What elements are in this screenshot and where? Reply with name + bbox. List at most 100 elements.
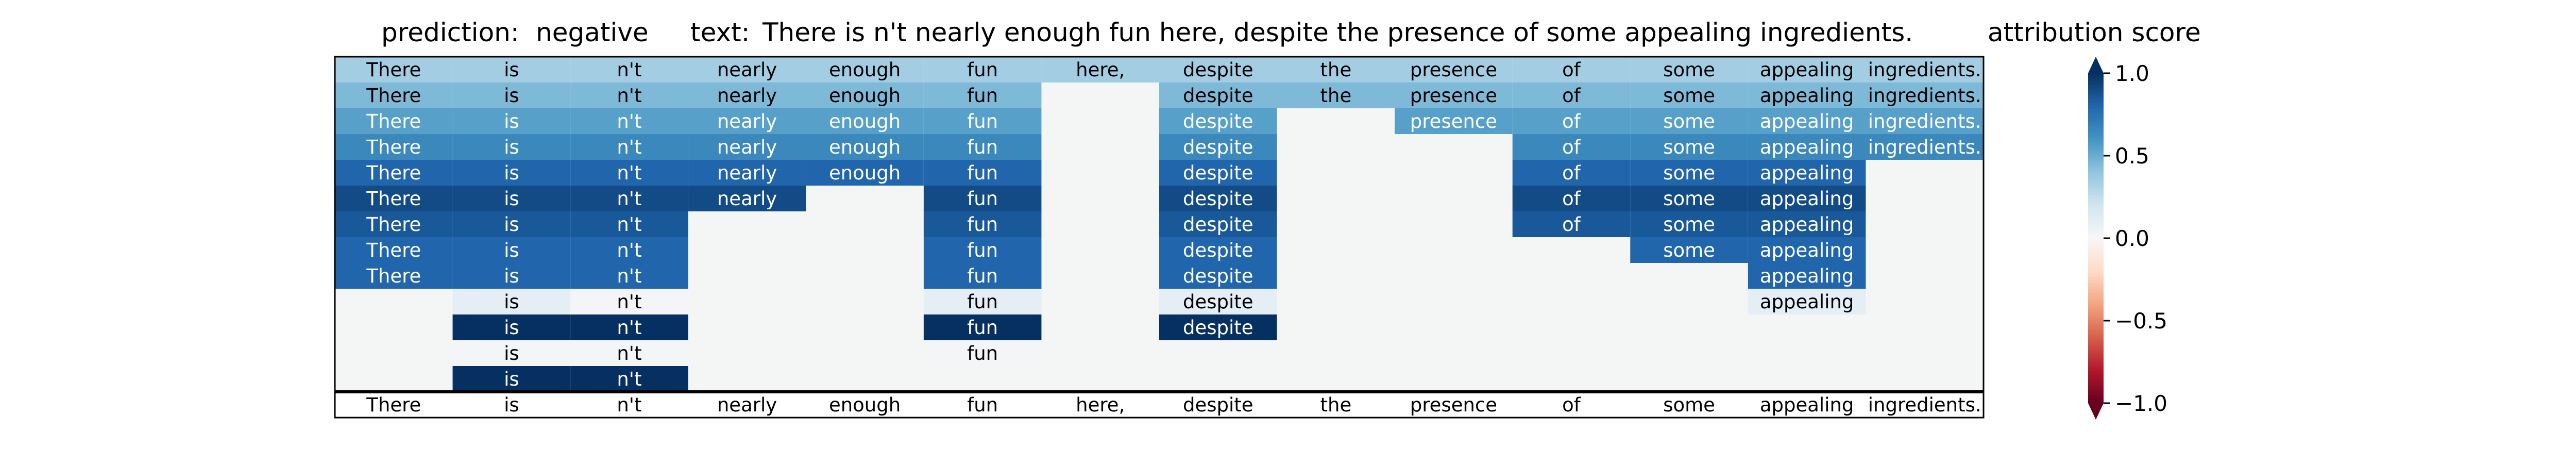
heatmap-cell-token: n't [617,188,641,210]
heatmap-cell-token: ingredients. [1868,85,1981,107]
heatmap-cell [806,108,924,134]
heatmap-cell-token: fun [967,110,998,132]
heatmap-cell-token: fun [967,59,998,81]
heatmap-cell-token: despite [1183,162,1253,184]
prediction-label: prediction: [381,18,519,47]
heatmap-cell-token: enough [829,110,901,132]
heatmap-cell [1159,237,1277,263]
heatmap-cell [452,314,571,340]
heatmap-cell [923,160,1042,186]
heatmap-cell [452,134,571,160]
heatmap-cell-token: There [366,59,421,81]
footer-token: nearly [717,394,777,416]
heatmap-cell-token: There [366,213,421,236]
heatmap-cell-token: n't [617,239,641,261]
heatmap-cell [1159,160,1277,186]
heatmap-cell [1630,211,1748,237]
heatmap-cell-token: fun [967,239,998,261]
heatmap-cell [1159,108,1277,134]
heatmap-cell-token: of [1562,85,1581,107]
heatmap-cell [923,211,1042,237]
heatmap-cell [1866,57,1984,82]
footer-token: some [1663,394,1715,416]
heatmap-cell-token: is [504,85,519,107]
heatmap-cell-token: n't [617,291,641,313]
heatmap-cell-token: is [504,213,519,236]
footer-token: There [366,394,421,416]
heatmap-cell [923,237,1042,263]
footer-token: here, [1076,394,1125,416]
heatmap-cell [806,57,924,82]
footer-token: despite [1183,394,1253,416]
footer-token: presence [1410,394,1497,416]
heatmap-cell-token: some [1663,85,1715,107]
heatmap-cell-token: some [1663,239,1715,261]
heatmap-cell-token: nearly [717,188,777,210]
colorbar-tick-label: 0.5 [2115,143,2149,169]
text-value: There is n't nearly enough fun here, des… [762,18,1913,47]
heatmap-cell-token: of [1562,213,1581,236]
heatmap-cell-token: is [504,342,519,364]
heatmap-cell-token: appealing [1760,136,1854,158]
heatmap-cell [570,366,688,392]
heatmap-cell [452,211,571,237]
heatmap-cell-token: appealing [1760,162,1854,184]
heatmap-cell-token: nearly [717,110,777,132]
heatmap-cell-token: n't [617,162,641,184]
colorbar-gradient [2088,73,2104,403]
heatmap-cell-token: is [504,265,519,287]
heatmap-cell-token: presence [1410,110,1497,132]
heatmap-cell-token: some [1663,110,1715,132]
heatmap-cell-token: fun [967,136,998,158]
heatmap-cell-token: appealing [1760,188,1854,210]
heatmap-cell-token: of [1562,188,1581,210]
heatmap-cell-token: ingredients. [1868,110,1981,132]
heatmap-cell [570,57,688,82]
heatmap-cell-token: n't [617,265,641,287]
heatmap-cell [1748,57,1866,82]
footer-token: appealing [1760,394,1854,416]
heatmap-cell-token: is [504,136,519,158]
heatmap-cell [335,160,453,186]
heatmap-cell-token: the [1320,85,1351,107]
heatmap-cell-token: nearly [717,85,777,107]
heatmap: There is n't nearly enough fun here, despite the… [334,56,1985,419]
heatmap-cell [1395,57,1513,82]
heatmap-cell [1159,82,1277,108]
heatmap-cell-token: n't [617,136,641,158]
heatmap-cell [923,134,1042,160]
heatmap-cell-token: enough [829,59,901,81]
heatmap-cell-token: appealing [1760,239,1854,261]
heatmap-cell-token: nearly [717,136,777,158]
heatmap-cell [570,340,688,366]
heatmap-frame [334,56,1985,419]
heatmap-cell [923,108,1042,134]
heatmap-cell [923,57,1042,82]
heatmap-cell [688,57,806,82]
heatmap-cell [335,57,453,82]
footer-token: fun [967,394,998,416]
heatmap-cell-token: some [1663,136,1715,158]
heatmap-cell [1512,108,1631,134]
heatmap-cell-token: enough [829,162,901,184]
colorbar-extend-min [2088,403,2104,420]
colorbar-tick-label: 0.0 [2115,226,2149,251]
prediction-value: negative [536,18,649,47]
heatmap-cell-token: some [1663,162,1715,184]
heatmap-cell [570,108,688,134]
heatmap-cell [335,263,453,289]
heatmap-cell [335,82,453,108]
heatmap-cell [688,160,806,186]
heatmap-cell-token: fun [967,85,998,107]
heatmap-cell-token: There [366,136,421,158]
heatmap-cell-token: of [1562,59,1581,81]
heatmap-cell [1748,108,1866,134]
heatmap-cell [335,186,453,211]
heatmap-cell [1159,186,1277,211]
heatmap-cell-token: despite [1183,213,1253,236]
heatmap-cell [452,57,571,82]
heatmap-cell-token: despite [1183,239,1253,261]
heatmap-cell-token: There [366,188,421,210]
heatmap-cell-token: n't [617,59,641,81]
